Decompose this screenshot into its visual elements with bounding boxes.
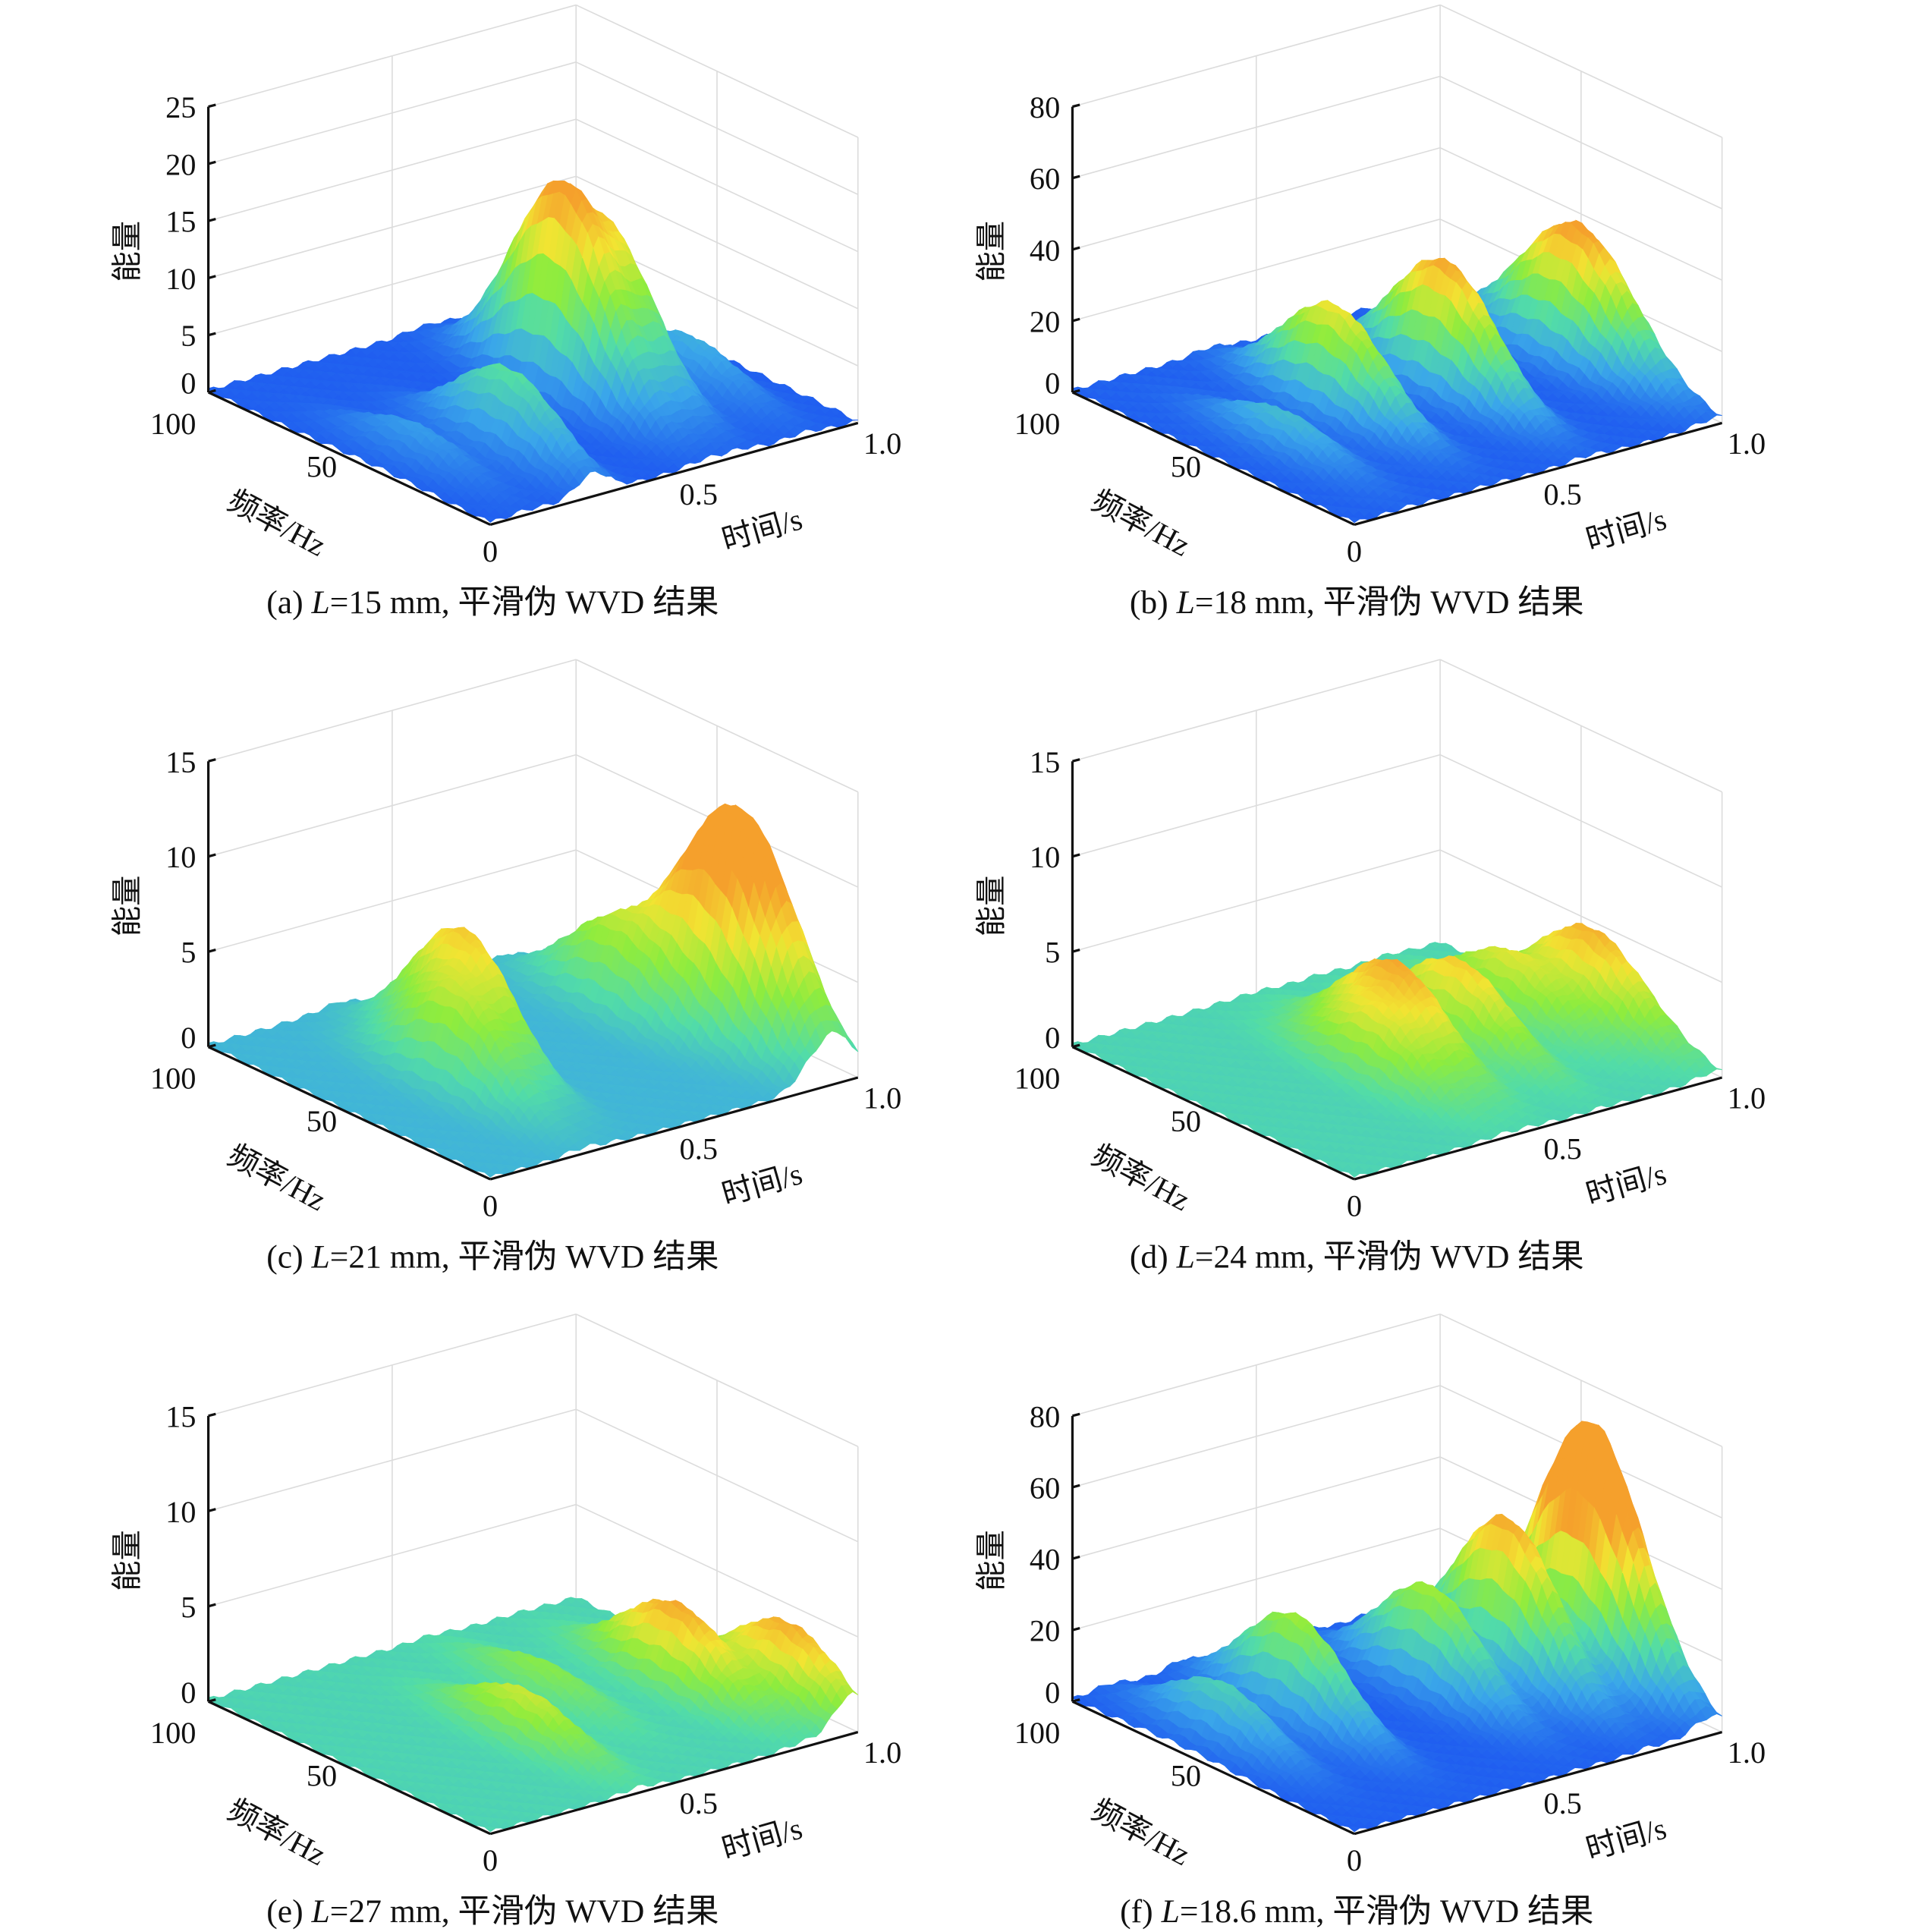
z-tick-label: 0 bbox=[181, 367, 196, 401]
frequency-axis-label: 频率/Hz bbox=[222, 483, 332, 563]
time-axis-label: 时间/s bbox=[718, 502, 806, 557]
z-tick-label: 20 bbox=[165, 147, 196, 181]
frequency-tick-label: 100 bbox=[150, 407, 197, 441]
z-tick-label: 25 bbox=[165, 90, 196, 124]
z-tick-label: 15 bbox=[165, 205, 196, 239]
frequency-tick-label: 50 bbox=[307, 449, 337, 483]
z-tick-label: 10 bbox=[165, 262, 196, 296]
z-axis-label: 能量 bbox=[110, 221, 144, 282]
caption-prefix: (a) bbox=[266, 584, 311, 621]
figure: 0 5 10 15 20 25 50 100 0 0.5 1.0 能量频率/Hz 时间/s (a) L=1… bbox=[0, 0, 1912, 1932]
caption-text: =15 mm, 平滑伪 WVD 结果 bbox=[330, 584, 719, 621]
z-tick-mark bbox=[209, 105, 216, 107]
time-tick-label: 0 bbox=[483, 534, 498, 568]
z-tick-label: 5 bbox=[181, 319, 196, 353]
caption-variable: L bbox=[311, 584, 330, 621]
caption: (a) L=15 mm, 平滑伪 WVD 结果 bbox=[266, 584, 719, 621]
time-tick-label: 0.5 bbox=[680, 477, 718, 511]
time-tick-label: 1.0 bbox=[863, 426, 901, 461]
